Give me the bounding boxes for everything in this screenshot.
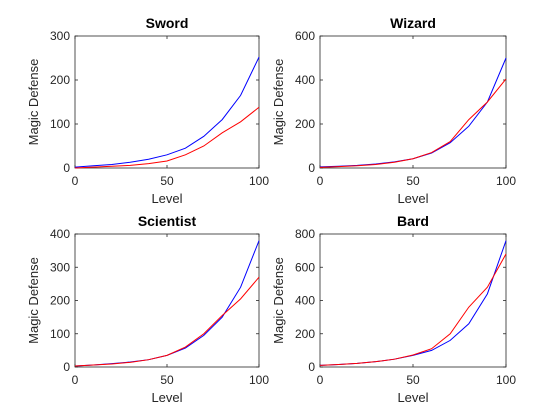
subplot-title: Bard: [397, 213, 429, 229]
y-tick-label: 0: [308, 360, 315, 374]
x-tick-label: 100: [496, 174, 516, 188]
y-tick-label: 100: [50, 327, 70, 341]
y-tick-label: 200: [295, 117, 315, 131]
x-tick-label: 50: [160, 174, 174, 188]
x-tick-label: 50: [406, 174, 420, 188]
y-tick-label: 0: [63, 360, 70, 374]
x-axis-label: Level: [151, 191, 182, 206]
x-tick-label: 0: [72, 174, 79, 188]
y-axis-label: Magic Defense: [271, 257, 286, 344]
axes-box: [320, 36, 506, 168]
subplot-title: Wizard: [390, 15, 436, 31]
x-axis-label: Level: [397, 390, 428, 405]
x-axis-label: Level: [151, 390, 182, 405]
axes-box: [75, 234, 259, 367]
y-tick-label: 300: [50, 260, 70, 274]
x-tick-label: 100: [249, 174, 269, 188]
y-tick-label: 0: [63, 161, 70, 175]
x-tick-label: 100: [249, 373, 269, 387]
y-axis-label: Magic Defense: [26, 257, 41, 344]
x-tick-label: 50: [406, 373, 420, 387]
subplot-title: Scientist: [138, 213, 197, 229]
y-axis-label: Magic Defense: [271, 59, 286, 146]
subplot-title: Sword: [146, 15, 189, 31]
y-tick-label: 400: [50, 227, 70, 241]
y-tick-label: 800: [295, 227, 315, 241]
y-tick-label: 600: [295, 29, 315, 43]
y-tick-label: 100: [50, 117, 70, 131]
y-tick-label: 200: [50, 294, 70, 308]
subplot-sword: 0 50 100 0 100 200 300 Sword Level Magic Defense: [26, 15, 269, 206]
y-tick-label: 400: [295, 73, 315, 87]
y-tick-label: 200: [295, 327, 315, 341]
subplot-wizard: 0 50 100 0 200 400 600 Wizard Level Magic Defense: [271, 15, 516, 206]
y-axis-label: Magic Defense: [26, 59, 41, 146]
y-tick-label: 400: [295, 294, 315, 308]
x-tick-label: 50: [160, 373, 174, 387]
x-tick-label: 0: [72, 373, 79, 387]
x-tick-label: 0: [317, 174, 324, 188]
subplot-scientist: 0 50 100 0 100 200 300 400 Scientist Level Magic D…: [26, 213, 269, 405]
x-tick-label: 100: [496, 373, 516, 387]
axes-box: [75, 36, 259, 168]
y-tick-label: 0: [308, 161, 315, 175]
x-tick-label: 0: [317, 373, 324, 387]
y-tick-label: 200: [50, 73, 70, 87]
y-tick-label: 600: [295, 260, 315, 274]
axes-box: [320, 234, 506, 367]
y-tick-label: 300: [50, 29, 70, 43]
x-axis-label: Level: [397, 191, 428, 206]
subplot-bard: 0 50 100 0 200 400 600 800 Bard Level Magic Defens…: [271, 213, 516, 405]
